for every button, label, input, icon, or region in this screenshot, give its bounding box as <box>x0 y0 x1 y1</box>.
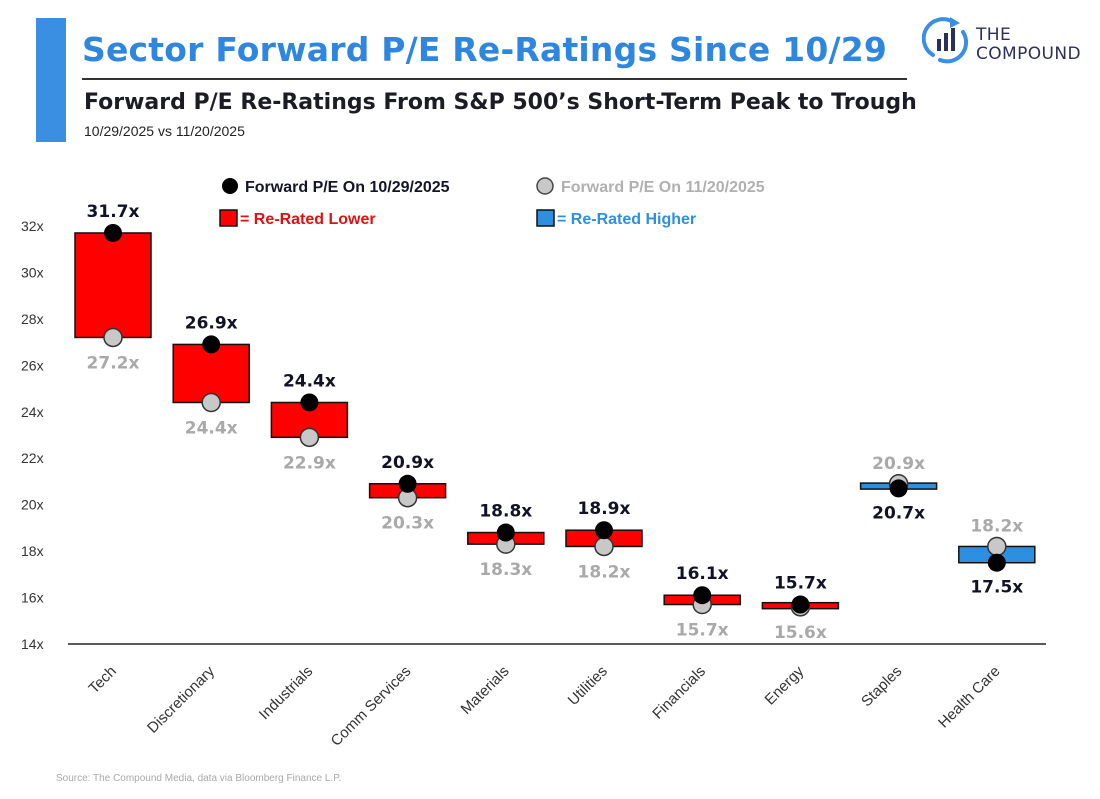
chart-growth-icon <box>921 17 969 64</box>
category-label: Industrials <box>256 663 316 723</box>
legend-label-start: Forward P/E On 10/29/2025 <box>245 179 450 196</box>
legend-dot-start <box>222 178 238 194</box>
value-label-11-20: 15.7x <box>676 621 729 641</box>
logo-line-1: THE <box>976 25 1012 45</box>
y-tick-label: 28x <box>21 311 44 327</box>
page-title: Sector Forward P/E Re-Ratings Since 10/2… <box>82 30 888 69</box>
dot-10-29 <box>398 474 417 493</box>
value-label-11-20: 22.9x <box>283 453 336 473</box>
dot-11-20 <box>594 536 614 557</box>
category-label: Health Care <box>935 663 1004 732</box>
y-tick-label: 30x <box>21 264 44 280</box>
legend-box-lower <box>219 209 238 227</box>
category-label: Utilities <box>565 663 611 709</box>
y-tick-label: 18x <box>21 543 44 559</box>
y-tick-label: 32x <box>21 218 44 234</box>
legend-box-higher <box>536 209 555 227</box>
y-tick-label: 26x <box>21 357 44 373</box>
y-tick-label: 16x <box>21 590 44 606</box>
dot-10-29 <box>987 553 1006 572</box>
category-label: Staples <box>858 663 905 710</box>
dot-11-20 <box>987 536 1007 557</box>
chart-area: 14x 16x 18x 20x 22x 24x 26x 28x 30x 32x Forward P/… <box>21 177 1046 750</box>
value-label-10-29: 20.7x <box>872 503 925 523</box>
legend-label-higher: = Re-Rated Higher <box>557 211 696 228</box>
value-label-10-29: 24.4x <box>283 371 336 391</box>
title-divider <box>82 78 907 80</box>
y-tick-label: 22x <box>21 450 44 466</box>
dot-10-29 <box>300 393 319 412</box>
dot-10-29 <box>496 523 515 542</box>
value-label-11-20: 18.3x <box>479 560 532 580</box>
dot-10-29 <box>693 586 712 605</box>
value-label-10-29: 17.5x <box>970 578 1023 598</box>
category-label: Energy <box>762 662 808 708</box>
dot-10-29 <box>104 223 122 242</box>
value-label-10-29: 18.9x <box>578 499 631 519</box>
compound-logo: THE COMPOUND <box>921 16 1092 72</box>
value-label-11-20: 27.2x <box>87 353 140 373</box>
chart-subtitle: Forward P/E Re-Ratings From S&P 500’s Sh… <box>84 90 917 115</box>
value-label-10-29: 16.1x <box>676 564 729 584</box>
value-label-10-29: 20.9x <box>381 453 434 473</box>
logo-line-2: COMPOUND <box>976 44 1082 64</box>
value-label-11-20: 18.2x <box>578 562 631 582</box>
legend-dot-end <box>536 177 554 195</box>
dot-10-29 <box>889 479 908 498</box>
value-label-11-20: 18.2x <box>970 516 1023 536</box>
date-range: 10/29/2025 vs 11/20/2025 <box>84 123 245 139</box>
category-label: Comm Services <box>328 663 415 750</box>
dot-11-20 <box>201 392 221 413</box>
legend-label-lower: = Re-Rated Lower <box>240 211 376 228</box>
dot-10-29 <box>202 335 221 354</box>
dot-11-20 <box>103 327 123 348</box>
value-label-10-29: 15.7x <box>774 574 827 594</box>
y-tick-label: 20x <box>21 497 44 513</box>
value-label-11-20: 24.4x <box>185 418 238 438</box>
dot-10-29 <box>595 521 613 540</box>
category-label: Tech <box>85 663 119 697</box>
y-tick-label: 24x <box>21 404 44 420</box>
value-label-10-29: 18.8x <box>479 502 532 522</box>
category-label: Materials <box>458 663 513 718</box>
range-box-lower <box>74 232 152 339</box>
dot-11-20 <box>299 427 320 448</box>
category-label: Financials <box>649 663 709 723</box>
value-label-10-29: 31.7x <box>87 202 140 222</box>
value-label-11-20: 20.3x <box>381 514 434 534</box>
legend-label-end: Forward P/E On 11/20/2025 <box>561 179 765 196</box>
source-note: Source: The Compound Media, data via Blo… <box>56 773 342 784</box>
dot-10-29 <box>791 595 810 614</box>
value-label-10-29: 26.9x <box>185 313 238 333</box>
accent-bar <box>36 18 66 142</box>
category-label: Discretionary <box>144 662 218 736</box>
y-tick-label: 14x <box>21 636 44 652</box>
value-label-11-20: 20.9x <box>872 454 925 474</box>
value-label-11-20: 15.6x <box>774 623 827 643</box>
